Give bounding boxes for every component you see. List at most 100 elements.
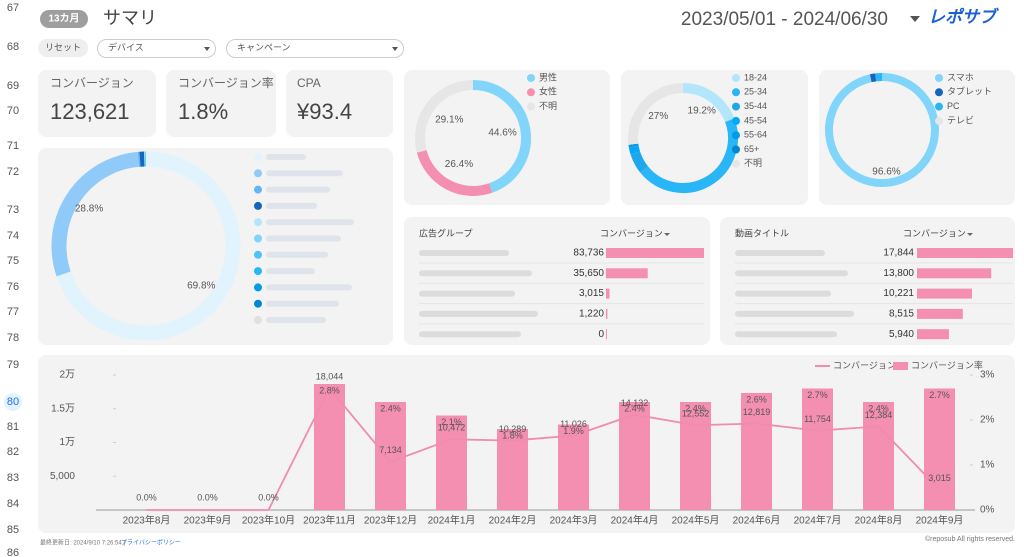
bar: [497, 429, 528, 510]
data-label: 2.4%: [624, 403, 645, 413]
row-number: 85: [7, 524, 19, 536]
legend-swatch: [527, 74, 535, 82]
kpi-card: [166, 70, 276, 137]
bar: [924, 388, 955, 510]
row-number: 72: [7, 166, 19, 178]
cell-bar: [606, 308, 608, 319]
legend-swatch: [732, 88, 740, 97]
table-header: コンバージョン: [903, 228, 966, 238]
data-label: 2.1%: [441, 417, 462, 427]
legend-swatch: [254, 316, 262, 324]
legend-swatch: [254, 201, 262, 210]
dropdown-icon[interactable]: [392, 47, 398, 51]
badge: [40, 10, 88, 28]
reset-text[interactable]: リセット: [45, 42, 81, 52]
pie-segment: [628, 83, 684, 145]
pie-value-label: 44.6%: [488, 128, 516, 139]
legend-swatch: [732, 74, 740, 82]
legend-label: 不明: [744, 158, 762, 168]
row-label-blurred: [735, 270, 848, 277]
device-filter[interactable]: [97, 39, 216, 58]
bar: [558, 424, 589, 510]
x-tick-label: 2023年10月: [242, 514, 295, 527]
legend-label-blurred: [266, 251, 328, 258]
tick-label: 1.5万: [51, 403, 75, 414]
bar: [436, 415, 467, 510]
row-number: 69: [7, 80, 19, 92]
tick-label: 2万: [59, 370, 75, 381]
row-label-blurred: [735, 290, 831, 297]
data-label: 2.7%: [929, 390, 950, 400]
bar: [375, 402, 406, 510]
x-tick-label: 2024年1月: [428, 514, 476, 527]
data-label: 10,472: [438, 423, 466, 433]
cell-bar: [606, 329, 607, 340]
x-tick-label: 2024年8月: [855, 514, 903, 527]
cell-bar: [917, 248, 1013, 258]
tick-label: 2%: [980, 415, 995, 426]
data-label: 1.8%: [502, 430, 523, 440]
legend-label: 45-54: [744, 115, 767, 125]
pie-segment: [825, 73, 939, 187]
kpi-label: コンバージョン: [50, 76, 134, 90]
tick-label: 1%: [980, 460, 995, 471]
campaign-filter-text[interactable]: キャンペーン: [237, 42, 291, 52]
pie-segment: [415, 80, 474, 153]
legend-label-blurred: [266, 186, 330, 193]
tick-label: 3%: [980, 370, 995, 381]
row-number: 73: [7, 204, 19, 216]
bar: [314, 384, 345, 510]
row-label-blurred: [419, 290, 515, 297]
data-label: 12,552: [682, 409, 710, 419]
x-tick-label: 2023年12月: [364, 514, 417, 527]
legend-label-blurred: [266, 219, 354, 226]
legend-label: 不明: [539, 101, 557, 111]
campaign-card: [38, 148, 393, 345]
x-tick-label: 2024年6月: [733, 514, 781, 527]
cell-value: 17,844: [883, 248, 914, 259]
kpi-value: ¥93.4: [296, 99, 352, 124]
legend-label: テレビ: [947, 115, 974, 125]
row-highlight: [4, 393, 22, 411]
row-label-blurred: [419, 250, 509, 256]
legend-label: タブレット: [947, 86, 992, 97]
legend-swatch: [254, 299, 262, 308]
pie-segment: [416, 149, 493, 196]
legend-swatch: [935, 74, 943, 82]
table-header: 動画タイトル: [735, 228, 789, 238]
tick-label: 1万: [59, 437, 75, 448]
row-number: 70: [7, 105, 19, 117]
pie-segment: [630, 151, 649, 173]
bar: [619, 402, 650, 510]
pie-value-label: 28.8%: [75, 203, 103, 214]
device-filter-text[interactable]: デバイス: [108, 41, 144, 52]
cell-bar: [917, 329, 949, 340]
row-label-blurred: [735, 331, 837, 338]
reset-button[interactable]: [38, 39, 88, 57]
pie-segment: [640, 118, 738, 193]
legend-label: コンバージョン率: [911, 359, 983, 370]
data-label: 2.8%: [319, 385, 340, 395]
dropdown-icon[interactable]: [910, 16, 920, 22]
data-label: 18,044: [316, 372, 344, 382]
pie-value-label: 69.8%: [187, 280, 215, 291]
campaign-filter[interactable]: [226, 39, 404, 58]
row-label-blurred: [735, 310, 854, 317]
date-range[interactable]: 2023/05/01 - 2024/06/30: [681, 9, 888, 30]
pie-segment: [628, 145, 641, 155]
dropdown-icon[interactable]: [204, 47, 210, 51]
cell-bar: [606, 248, 704, 258]
legend-swatch: [935, 88, 943, 97]
legend-swatch: [254, 283, 262, 292]
table-header: 広告グループ: [419, 227, 472, 238]
x-tick-label: 2023年9月: [184, 514, 232, 527]
kpi-card: [38, 70, 156, 137]
cell-value: 8,515: [889, 309, 914, 320]
data-label: 0.0%: [136, 492, 157, 502]
table-header: コンバージョン: [600, 228, 663, 238]
legend-label: 55-64: [744, 130, 767, 140]
legend-label-blurred: [266, 202, 317, 209]
privacy-link[interactable]: プライバシーポリシー: [121, 539, 181, 547]
legend-label-blurred: [266, 235, 341, 242]
